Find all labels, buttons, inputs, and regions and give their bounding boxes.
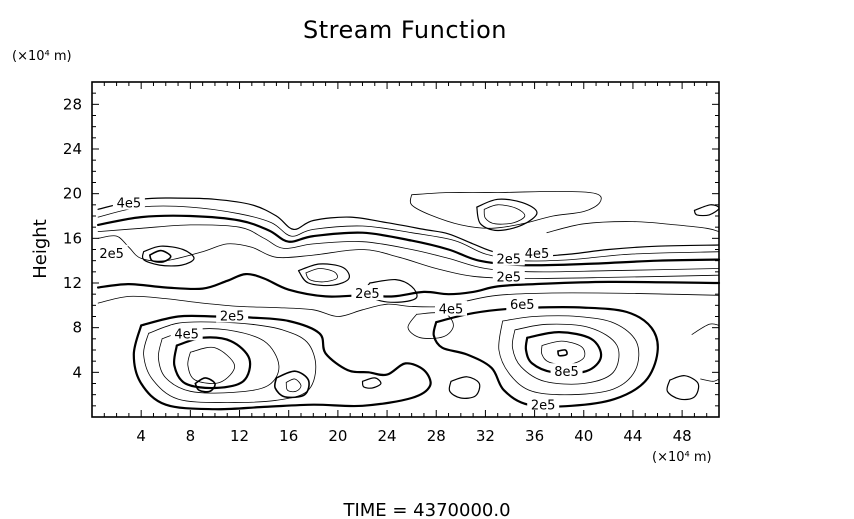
contour-line-7 <box>132 314 432 411</box>
contour-line-6 <box>97 292 720 317</box>
contour-label-bg-3 <box>521 244 554 260</box>
contour-label-0: 4e5 <box>117 197 142 212</box>
contour-label-bg-5 <box>351 285 384 301</box>
contour-label-bg-7 <box>506 296 539 312</box>
contour-line-23 <box>297 263 350 287</box>
contour-line-14 <box>285 378 302 393</box>
contour-label-1: 2e5 <box>99 247 124 262</box>
contour-label-2: 2e5 <box>496 252 521 267</box>
contour-label-4: 2e5 <box>496 270 521 285</box>
contour-line-24 <box>305 268 338 283</box>
axis-ticks <box>92 82 719 417</box>
x-tick-label-20: 20 <box>328 427 347 445</box>
contour-line-33 <box>666 375 700 401</box>
contour-line-0 <box>97 197 720 257</box>
contour-line-34 <box>361 377 382 389</box>
contour-line-1 <box>97 205 720 262</box>
contour-label-bg-8 <box>216 307 249 323</box>
contour-line-15 <box>432 306 659 408</box>
contour-line-31 <box>693 204 720 217</box>
contour-line-35 <box>691 323 720 335</box>
x-axis-unit: (×10⁴ m) <box>652 450 712 465</box>
contour-label-bg-4 <box>492 268 525 284</box>
x-tick-label-28: 28 <box>427 427 446 445</box>
contour-line-8 <box>143 321 317 403</box>
x-tick-label-16: 16 <box>279 427 298 445</box>
contour-line-19 <box>541 340 586 366</box>
contour-label-bg-6 <box>434 300 467 316</box>
x-tick-label-48: 48 <box>673 427 692 445</box>
contour-label-9: 4e5 <box>174 327 199 342</box>
contour-label-bg-2 <box>492 250 525 266</box>
contour-label-bg-11 <box>527 396 560 412</box>
contour-label-10: 8e5 <box>554 365 579 380</box>
contour-line-16 <box>498 315 640 396</box>
y-axis-label: Height <box>30 219 51 279</box>
x-tick-label-8: 8 <box>186 427 196 445</box>
contour-line-26 <box>149 249 172 263</box>
y-tick-label-4: 4 <box>72 363 82 381</box>
contour-line-11 <box>187 346 236 384</box>
x-tick-label-36: 36 <box>525 427 544 445</box>
x-tick-label-32: 32 <box>476 427 495 445</box>
y-tick-label-12: 12 <box>63 274 82 292</box>
contour-label-bg-0 <box>112 194 145 210</box>
y-tick-labels: 4 8 12 16 20 24 28 <box>63 95 82 381</box>
y-tick-label-28: 28 <box>63 95 82 113</box>
x-tick-label-4: 4 <box>136 427 146 445</box>
contour-label-bg-1 <box>95 244 128 260</box>
contour-label-11: 2e5 <box>531 399 556 414</box>
contour-line-17 <box>511 323 620 385</box>
contour-label-6: 4e5 <box>439 303 464 318</box>
contour-labels: 4e5 2e5 2e5 4e5 2e5 2e5 4e5 6e5 2e5 4e5 8e5 2e5 <box>95 194 583 414</box>
plot-frame <box>91 81 720 418</box>
contour-label-bg-10 <box>550 363 583 379</box>
y-tick-label-16: 16 <box>63 229 82 247</box>
contour-label-7: 6e5 <box>510 298 535 313</box>
contour-line-9 <box>157 328 280 394</box>
chart-title: Stream Function <box>303 16 507 44</box>
contour-line-25 <box>141 245 195 267</box>
y-axis-unit: (×10⁴ m) <box>12 49 72 64</box>
x-tick-labels: 4 8 12 16 20 24 28 32 36 40 44 48 <box>136 427 691 445</box>
contour-line-2 <box>97 214 721 267</box>
contour-label-bg-9 <box>170 325 203 341</box>
contour-line-30 <box>546 221 720 234</box>
x-tick-label-40: 40 <box>574 427 593 445</box>
contour-line-28 <box>476 198 538 232</box>
y-tick-label-8: 8 <box>72 319 82 337</box>
contour-line-12 <box>194 377 216 393</box>
y-tick-label-24: 24 <box>63 140 82 158</box>
contour-line-18 <box>524 330 603 375</box>
contour-lines <box>97 190 721 411</box>
time-readout: TIME = 4370000.0 <box>342 500 510 519</box>
x-tick-label-24: 24 <box>378 427 397 445</box>
y-tick-label-20: 20 <box>63 185 82 203</box>
contour-line-10 <box>172 336 252 390</box>
contour-line-20 <box>557 349 568 357</box>
contour-line-4 <box>97 235 720 279</box>
x-tick-label-44: 44 <box>623 427 642 445</box>
contour-label-8: 2e5 <box>220 309 245 324</box>
contour-line-27 <box>409 190 602 229</box>
contour-label-3: 4e5 <box>525 247 550 262</box>
contour-line-29 <box>483 204 526 225</box>
contour-line-32 <box>448 376 481 399</box>
contour-line-13 <box>273 370 310 399</box>
contour-label-5: 2e5 <box>355 287 380 302</box>
contour-line-36 <box>700 378 720 382</box>
contour-line-3 <box>97 224 720 273</box>
x-tick-label-12: 12 <box>230 427 249 445</box>
